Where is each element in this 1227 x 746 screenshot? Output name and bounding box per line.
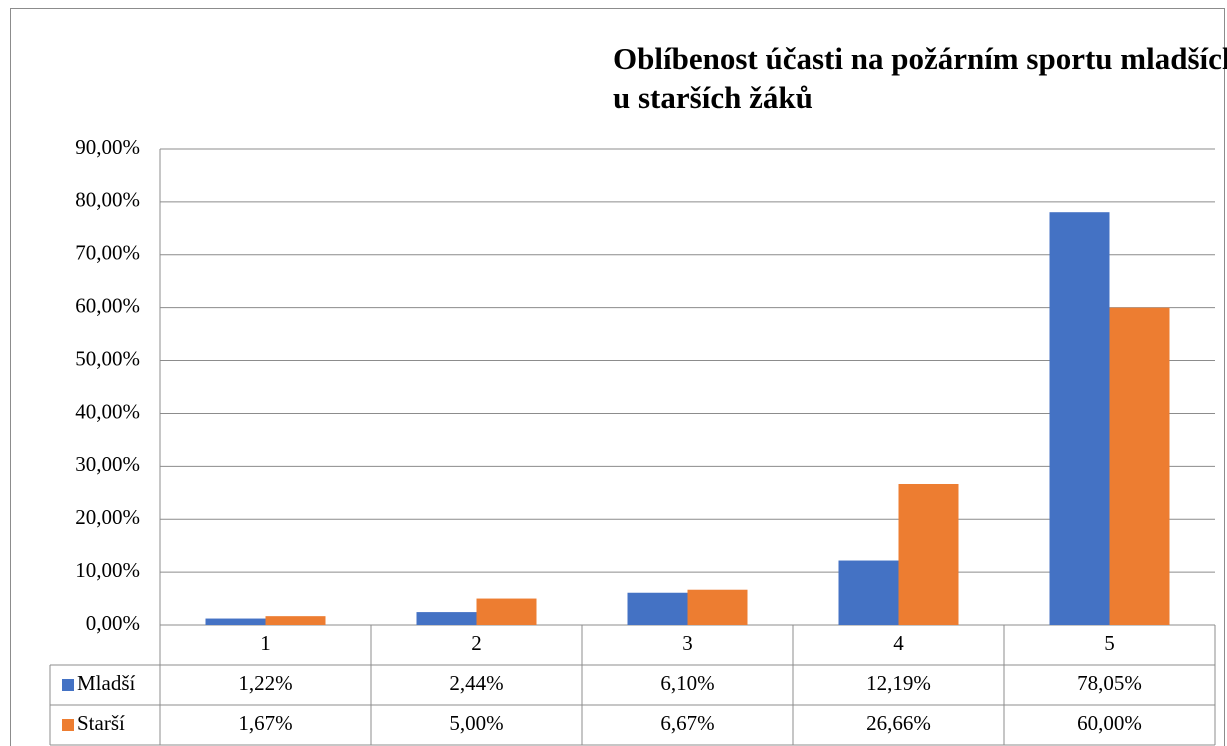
y-tick-label: 80,00% bbox=[75, 188, 140, 212]
bar bbox=[1049, 212, 1110, 626]
data-table-value: 6,10% bbox=[660, 671, 714, 695]
bar bbox=[838, 560, 899, 625]
legend-key bbox=[62, 679, 74, 691]
data-table-value: 2,44% bbox=[449, 671, 503, 695]
bar bbox=[476, 598, 537, 625]
legend-key bbox=[62, 719, 74, 731]
bar bbox=[265, 616, 326, 625]
data-table-value: 26,66% bbox=[866, 711, 931, 735]
y-tick-label: 20,00% bbox=[75, 505, 140, 529]
bar bbox=[898, 483, 959, 625]
data-table-value: 78,05% bbox=[1077, 671, 1142, 695]
bar bbox=[205, 618, 266, 625]
y-tick-label: 50,00% bbox=[75, 346, 140, 370]
x-tick-label: 3 bbox=[682, 631, 693, 655]
chart-border bbox=[10, 8, 1225, 746]
y-tick-label: 90,00% bbox=[75, 135, 140, 159]
legend-label: Mladší bbox=[77, 671, 136, 695]
data-table-value: 12,19% bbox=[866, 671, 931, 695]
bar bbox=[416, 612, 477, 625]
x-tick-label: 1 bbox=[260, 631, 271, 655]
data-table-value: 5,00% bbox=[449, 711, 503, 735]
chart-title: Oblíbenost účasti na požárním sportu mla… bbox=[613, 41, 1227, 115]
y-tick-label: 30,00% bbox=[75, 452, 140, 476]
legend-label: Starší bbox=[77, 711, 125, 735]
y-tick-label: 0,00% bbox=[86, 611, 140, 635]
bar bbox=[1109, 307, 1170, 625]
y-tick-label: 60,00% bbox=[75, 293, 140, 317]
y-tick-label: 40,00% bbox=[75, 399, 140, 423]
x-tick-label: 5 bbox=[1104, 631, 1115, 655]
data-table-value: 1,67% bbox=[238, 711, 292, 735]
bar bbox=[627, 592, 688, 625]
y-tick-label: 10,00% bbox=[75, 558, 140, 582]
data-table-value: 60,00% bbox=[1077, 711, 1142, 735]
x-tick-label: 2 bbox=[471, 631, 482, 655]
x-tick-label: 4 bbox=[893, 631, 904, 655]
bar bbox=[687, 589, 748, 625]
y-tick-label: 70,00% bbox=[75, 241, 140, 265]
data-table-value: 1,22% bbox=[238, 671, 292, 695]
data-table-value: 6,67% bbox=[660, 711, 714, 735]
